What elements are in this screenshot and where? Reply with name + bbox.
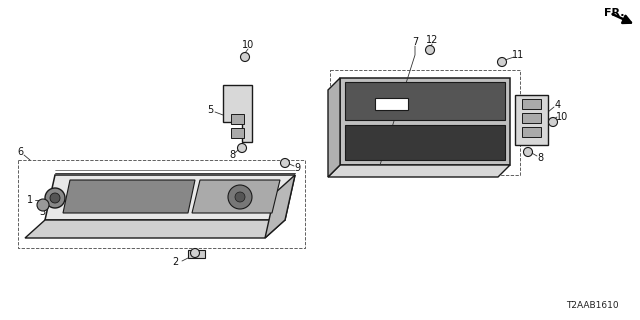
Circle shape	[426, 45, 435, 54]
Polygon shape	[231, 128, 244, 138]
Polygon shape	[265, 175, 295, 238]
Text: 5: 5	[207, 105, 213, 115]
Polygon shape	[345, 82, 505, 120]
Text: 11: 11	[512, 50, 524, 60]
Text: 9: 9	[294, 163, 300, 173]
Text: 12: 12	[426, 35, 438, 45]
Polygon shape	[345, 125, 505, 160]
Text: T2AAB1610: T2AAB1610	[566, 301, 618, 310]
Polygon shape	[25, 220, 285, 238]
Circle shape	[50, 193, 60, 203]
Circle shape	[280, 158, 289, 167]
Text: 4: 4	[555, 100, 561, 110]
Circle shape	[497, 58, 506, 67]
Polygon shape	[522, 99, 541, 109]
Circle shape	[228, 185, 252, 209]
Circle shape	[548, 117, 557, 126]
Polygon shape	[192, 180, 280, 213]
Polygon shape	[522, 113, 541, 123]
Text: FR.: FR.	[604, 8, 625, 18]
Polygon shape	[515, 95, 548, 145]
Circle shape	[37, 199, 49, 211]
Polygon shape	[328, 78, 340, 177]
Text: 10: 10	[556, 112, 568, 122]
Text: 3: 3	[39, 207, 45, 217]
Text: 10: 10	[242, 40, 254, 50]
Polygon shape	[375, 98, 408, 110]
Circle shape	[191, 249, 200, 258]
Polygon shape	[522, 127, 541, 137]
Polygon shape	[188, 250, 205, 258]
Circle shape	[524, 148, 532, 156]
Polygon shape	[45, 175, 295, 220]
Text: 2: 2	[172, 257, 178, 267]
Polygon shape	[223, 85, 252, 142]
Text: 8: 8	[229, 150, 235, 160]
Text: 8: 8	[537, 153, 543, 163]
Circle shape	[241, 52, 250, 61]
Text: 1: 1	[27, 195, 33, 205]
Polygon shape	[340, 78, 510, 165]
Text: 7: 7	[412, 37, 418, 47]
Text: 6: 6	[17, 147, 23, 157]
Circle shape	[45, 188, 65, 208]
Polygon shape	[231, 114, 244, 124]
Circle shape	[237, 143, 246, 153]
Polygon shape	[63, 180, 195, 213]
Circle shape	[235, 192, 245, 202]
Polygon shape	[328, 165, 510, 177]
